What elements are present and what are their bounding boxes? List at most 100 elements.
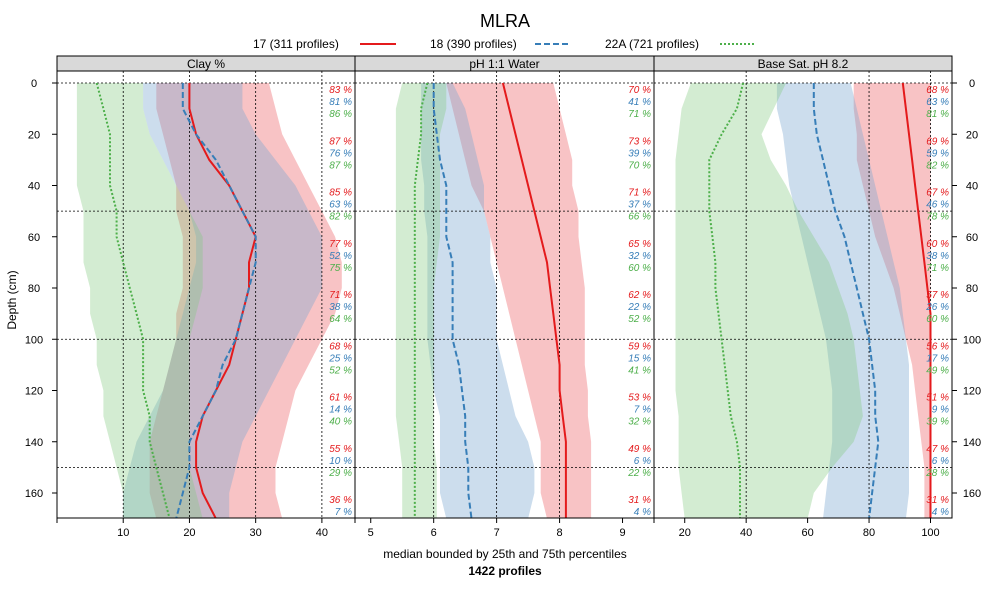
y-tick-label-right: 60	[966, 232, 978, 244]
coverage-label: 32 %	[628, 251, 651, 262]
coverage-label: 22 %	[627, 302, 651, 313]
coverage-label: 61 %	[329, 393, 352, 404]
y-tick-label-right: 100	[963, 334, 981, 346]
y-tick-label-left: 40	[28, 181, 40, 193]
y-tick-label-left: 120	[25, 386, 43, 398]
coverage-label: 75 %	[329, 263, 352, 274]
coverage-label: 41 %	[628, 97, 651, 108]
coverage-label: 71 %	[926, 263, 949, 274]
y-tick-label-left: 140	[25, 437, 43, 449]
y-tick-label-right: 40	[966, 181, 978, 193]
coverage-label: 6 %	[932, 456, 949, 467]
coverage-label: 86 %	[329, 109, 352, 120]
coverage-label: 7 %	[335, 507, 352, 518]
coverage-label: 38 %	[329, 302, 352, 313]
coverage-label: 55 %	[329, 444, 352, 455]
coverage-label: 77 %	[329, 239, 352, 250]
panel-frame	[653, 70, 953, 519]
median-22A-2	[413, 82, 429, 518]
coverage-label: 81 %	[926, 109, 949, 120]
coverage-label: 14 %	[329, 405, 352, 416]
coverage-label: 9 %	[932, 405, 949, 416]
y-tick-label-right: 120	[963, 386, 981, 398]
median-18-1	[175, 83, 257, 518]
coverage-label: 36 %	[329, 495, 352, 506]
x-tick-label: 60	[801, 527, 813, 539]
x-tick-label: 20	[679, 527, 691, 539]
y-tick-label-left: 160	[25, 488, 43, 500]
panel-3: 68 %63 %81 % 69 %59 %82 % 67 %46 %78 % 60 %…	[653, 55, 953, 539]
coverage-label: 15 %	[628, 353, 651, 364]
coverage-label: 10 %	[329, 456, 352, 467]
coverage-label: 63 %	[926, 97, 949, 108]
median-22A-3	[708, 82, 745, 518]
coverage-label: 52 %	[329, 251, 352, 262]
median-18-2	[432, 83, 473, 518]
coverage-label: 60 %	[926, 239, 949, 250]
coverage-label: 4 %	[634, 507, 651, 518]
coverage-label: 7 %	[634, 405, 651, 416]
x-tick-label: 30	[250, 527, 262, 539]
coverage-label: 69 %	[926, 136, 949, 147]
x-tick-label: 40	[316, 527, 328, 539]
coverage-label: 63 %	[329, 200, 352, 211]
coverage-label: 82 %	[926, 160, 949, 171]
x-tick-label: 100	[921, 527, 939, 539]
coverage-label: 60 %	[628, 263, 651, 274]
coverage-label: 66 %	[628, 212, 651, 223]
panel-title: Clay %	[187, 57, 225, 71]
coverage-label: 53 %	[628, 393, 651, 404]
coverage-label: 76 %	[329, 148, 352, 159]
coverage-label: 59 %	[628, 341, 651, 352]
coverage-label: 87 %	[329, 160, 352, 171]
legend-label-2: 18 (390 profiles)	[430, 37, 517, 51]
coverage-label: 56 %	[926, 341, 949, 352]
legend-label-1: 17 (311 profiles)	[253, 37, 339, 51]
coverage-label: 52 %	[628, 314, 651, 325]
y-tick-label-left: 20	[28, 129, 40, 141]
x-tick-label: 80	[863, 527, 875, 539]
chart-title: MLRA	[480, 11, 530, 31]
x-tick-label: 10	[117, 527, 129, 539]
coverage-label: 62 %	[628, 290, 651, 301]
coverage-label: 6 %	[634, 456, 651, 467]
y-axis-label: Depth (cm)	[5, 270, 19, 329]
y-tick-label-left: 60	[28, 232, 40, 244]
panel-title: pH 1:1 Water	[469, 57, 539, 71]
panel-1: 83 %81 %86 % 87 %76 %87 % 85 %63 %82 % 77 %…	[56, 55, 356, 539]
coverage-label: 49 %	[628, 444, 651, 455]
coverage-label: 71 %	[628, 109, 651, 120]
coverage-label: 68 %	[926, 85, 949, 96]
coverage-label: 82 %	[329, 212, 352, 223]
coverage-label: 81 %	[329, 97, 352, 108]
coverage-label: 87 %	[329, 136, 352, 147]
coverage-label: 31 %	[926, 495, 949, 506]
y-tick-label-left: 0	[31, 78, 37, 90]
coverage-label: 70 %	[628, 160, 651, 171]
y-tick-label-right: 160	[963, 488, 981, 500]
coverage-label: 52 %	[329, 365, 352, 376]
coverage-label: 71 %	[628, 188, 651, 199]
y-tick-label-left: 100	[25, 334, 43, 346]
x-tick-label: 5	[368, 527, 374, 539]
coverage-label: 71 %	[329, 290, 352, 301]
coverage-label: 4 %	[932, 507, 949, 518]
coverage-label: 70 %	[628, 85, 651, 96]
coverage-label: 25 %	[328, 353, 352, 364]
x-tick-label: 8	[557, 527, 563, 539]
coverage-label: 31 %	[628, 495, 651, 506]
coverage-label: 67 %	[926, 188, 949, 199]
band-22A-1	[76, 83, 203, 518]
band-22A-3	[675, 83, 863, 518]
median-22A-1	[95, 82, 171, 518]
panel-2: 70 %41 %71 %73 %39 %70 %71 %37 %66 %65 %…	[354, 55, 655, 539]
coverage-label: 59 %	[926, 148, 949, 159]
legend: 17 (311 profiles) 18 (390 profiles) 22A (7…	[253, 37, 756, 51]
y-axis: 0 0 20 20 40 40 60 60 80 80 100 100 120 120 140 140 160 1…	[25, 78, 981, 500]
band-17-2	[446, 83, 592, 518]
coverage-label: 60 %	[926, 314, 949, 325]
coverage-label: 65 %	[628, 239, 651, 250]
coverage-label: 41 %	[628, 365, 651, 376]
median-18-3	[812, 83, 880, 518]
panels: 83 %81 %86 %87 %76 %87 %85 %63 %82 %77 %…	[56, 55, 953, 539]
